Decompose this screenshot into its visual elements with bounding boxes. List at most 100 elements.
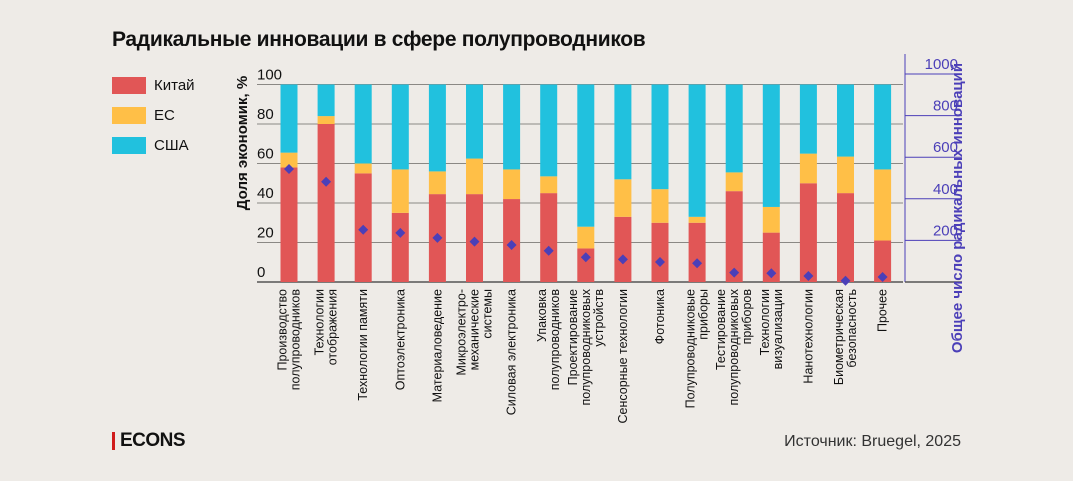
x-tick-label: Производствополупроводников (276, 289, 303, 391)
x-tick-label-line: визуализации (771, 289, 785, 369)
legend-label: ЕС (154, 106, 175, 124)
total-innovations-marker (692, 258, 703, 269)
bar-eu (874, 169, 892, 241)
bar-china (391, 212, 409, 282)
x-tick-label-line: Технологии (313, 289, 327, 355)
x-tick-label: Прочее (876, 289, 890, 332)
total-innovations-marker (321, 176, 332, 187)
bar-usa (503, 84, 521, 170)
bar-eu (354, 163, 372, 174)
right-y-axis-label: Общее число радикальных инноваций (949, 63, 966, 353)
x-tick-label-line: Полупроводниковые (684, 289, 698, 408)
right-y-tick-label: 400 (933, 181, 958, 198)
bar-usa (466, 84, 483, 159)
bar-eu (614, 179, 632, 217)
total-innovations-marker (580, 252, 591, 263)
x-tick-label-line: приборы (697, 289, 711, 340)
x-tick-label-line: Технологии памяти (356, 289, 370, 401)
y-tick-label: 0 (257, 264, 265, 281)
x-tick-label: Проектированиеполупроводниковыхустройств (566, 288, 606, 405)
x-tick-label-line: Прочее (876, 289, 890, 332)
legend-swatch-china (112, 76, 146, 94)
chart-title: Радикальные инновации в сфере полупровод… (112, 28, 646, 51)
x-tick-label-line: Проектирование (566, 289, 580, 385)
x-tick-label-line: Материаловедение (430, 289, 444, 402)
x-tick-label-line: Тестирование (714, 289, 728, 370)
bar-usa (874, 84, 892, 170)
bar-usa (688, 84, 706, 217)
y-tick-label: 100 (257, 67, 282, 84)
right-y-tick-label: 200 (933, 222, 958, 239)
x-tick-label: Нанотехнологии (801, 289, 815, 384)
x-tick-label: Полупроводниковыеприборы (684, 289, 711, 408)
x-tick-label-line: Сенсорные технологии (616, 289, 630, 424)
bar-china (725, 191, 743, 282)
bar-usa (762, 84, 780, 207)
bar-china (762, 232, 780, 282)
legend-label: Китай (154, 76, 195, 94)
x-tick-label-line: Силовая электроника (505, 289, 519, 415)
x-tick-label-line: устройств (592, 289, 606, 347)
logo-text: ECONS (120, 430, 186, 451)
bar-eu (837, 156, 854, 194)
x-tick-label: Технологиивизуализации (758, 289, 785, 369)
x-tick-label: Биометрическаябезопасность (832, 289, 859, 385)
legend-item-china: Китай (112, 70, 195, 100)
bar-usa (614, 84, 632, 180)
bar-eu (725, 172, 743, 192)
total-innovations-marker (840, 275, 851, 286)
total-innovations-marker (877, 272, 888, 283)
bar-usa (651, 84, 669, 190)
legend-swatch-eu (112, 106, 146, 124)
bar-eu (577, 226, 595, 249)
bar-china (317, 124, 335, 282)
x-tick-label-line: Производство (276, 289, 290, 371)
x-tick-label: Микроэлектро-механическиесистемы (455, 289, 495, 376)
bar-usa (317, 84, 335, 117)
bar-eu (466, 158, 483, 195)
total-innovations-marker (284, 164, 294, 175)
total-innovations-marker (803, 270, 814, 281)
x-tick-label-line: системы (481, 289, 495, 339)
x-tick-label-line: приборов (740, 289, 754, 345)
bar-usa (391, 84, 409, 170)
legend-swatch-usa (112, 136, 146, 154)
x-tick-label-line: Упаковка (535, 289, 549, 342)
bar-usa (577, 84, 595, 227)
right-y-tick-label: 1000 (925, 56, 958, 73)
x-tick-label-line: полупроводников (289, 289, 303, 391)
y-axis-label: Доля экономик, % (234, 76, 251, 210)
bar-eu (762, 206, 780, 233)
bar-china (614, 216, 632, 282)
total-innovations-marker (506, 239, 517, 250)
bar-usa (837, 84, 854, 157)
bar-usa (725, 84, 743, 173)
x-tick-label: Сенсорные технологии (616, 289, 630, 424)
legend-item-eu: ЕС (112, 100, 195, 130)
x-tick-label-line: безопасность (845, 289, 859, 368)
bar-eu (503, 169, 521, 200)
bar-eu (317, 116, 335, 124)
econs-logo: ECONS (112, 430, 186, 452)
bar-eu (651, 189, 669, 223)
legend-item-usa: США (112, 130, 195, 160)
bar-eu (280, 152, 298, 168)
x-tick-label: Фотоника (653, 289, 667, 344)
bar-eu (391, 169, 409, 213)
right-y-tick-label: 600 (933, 139, 958, 156)
x-tick-label: Технологииотображения (313, 289, 340, 365)
x-tick-label-line: Биометрическая (832, 289, 846, 385)
bar-usa (354, 84, 372, 164)
x-tick-label-line: Нанотехнологии (801, 289, 815, 384)
y-tick-label: 60 (257, 146, 274, 163)
total-innovations-marker (655, 257, 665, 268)
total-innovations-marker (766, 268, 777, 279)
bar-china (799, 183, 817, 282)
x-tick-label-line: полупроводников (548, 289, 562, 391)
x-tick-label: Технологии памяти (356, 289, 370, 401)
source-note: Источник: Bruegel, 2025 (784, 433, 961, 450)
x-tick-label: Силовая электроника (505, 289, 519, 415)
x-tick-label: Материаловедение (430, 289, 444, 402)
y-tick-label: 80 (257, 106, 274, 123)
